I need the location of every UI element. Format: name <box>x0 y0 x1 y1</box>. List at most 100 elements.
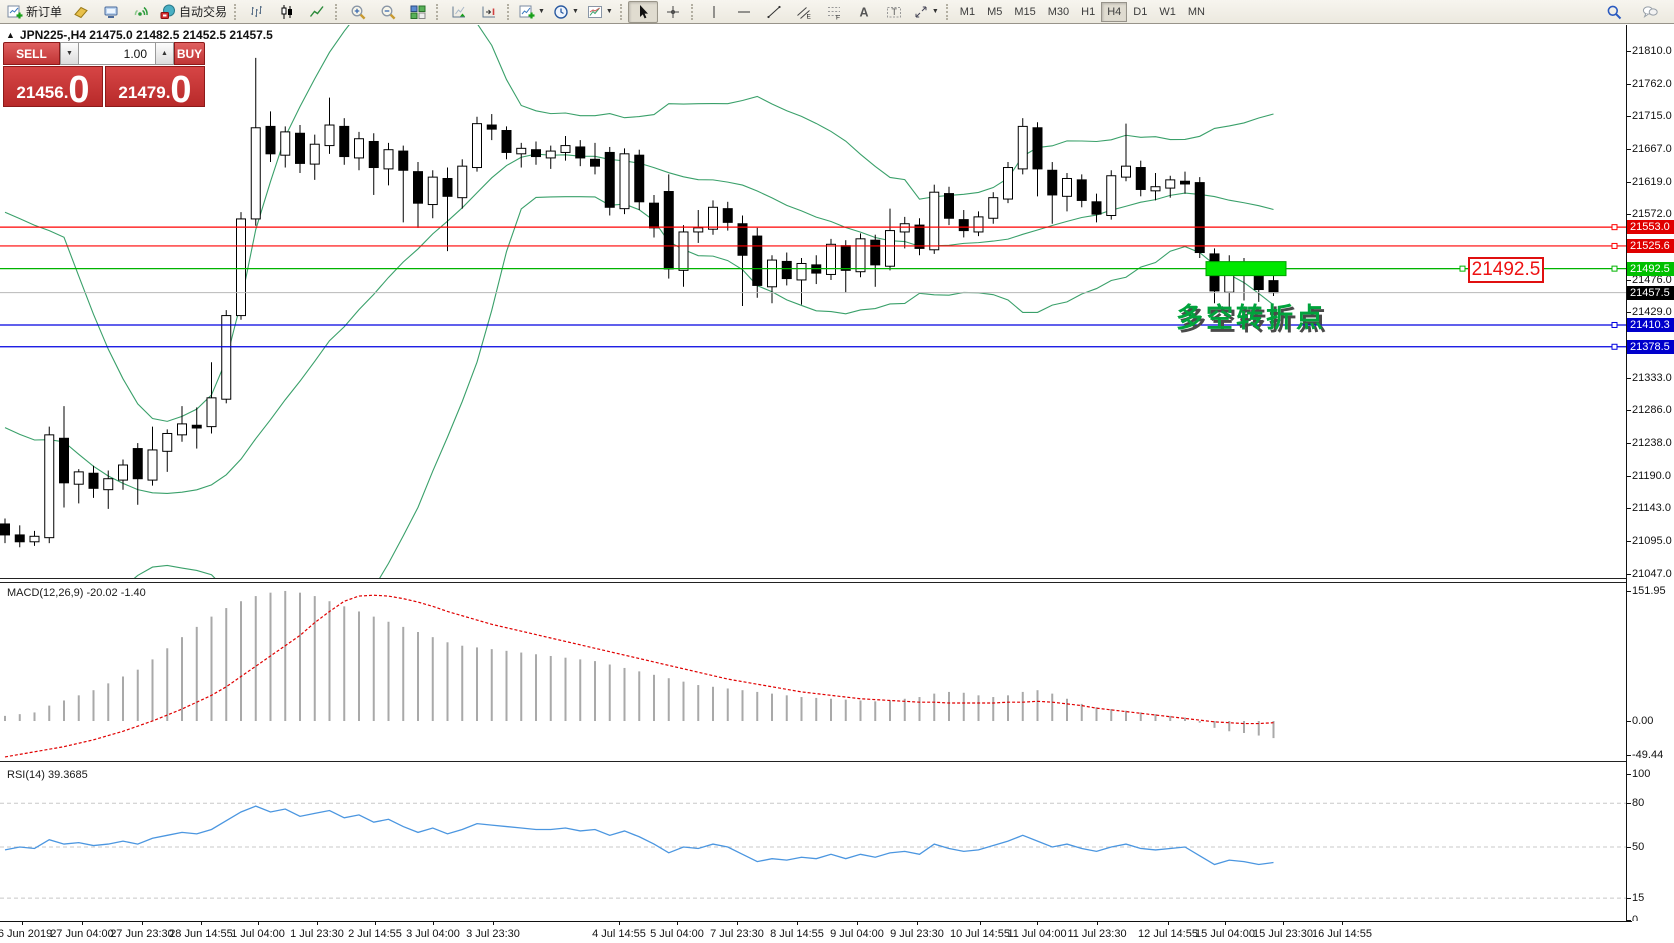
svg-text:F: F <box>836 14 840 20</box>
price-badge: 21378.5 <box>1627 339 1674 354</box>
search-button[interactable] <box>1599 1 1629 23</box>
timeframe-H1[interactable]: H1 <box>1081 5 1096 18</box>
chat-button[interactable] <box>1635 1 1665 23</box>
text-button[interactable]: A <box>849 1 879 23</box>
rsi-pane[interactable]: RSI(14) 39.3685 <box>0 765 1626 921</box>
label-button[interactable]: T <box>879 1 909 23</box>
price-tick-label: 21476.0 <box>1632 273 1672 286</box>
search-icon <box>1606 4 1622 20</box>
new-order-icon <box>7 4 23 20</box>
price-tick <box>1627 181 1631 183</box>
time-tick <box>375 921 376 925</box>
time-axis-line <box>0 921 1632 922</box>
chevron-down-icon: ▼ <box>605 8 613 15</box>
template-button[interactable]: ▼ <box>583 1 617 23</box>
vline-button[interactable] <box>699 1 729 23</box>
shapes-button[interactable]: ▼ <box>909 1 943 23</box>
toolbar-separator <box>945 3 951 20</box>
macd-tick <box>1627 721 1631 722</box>
zoom-in-button[interactable] <box>343 1 373 23</box>
new-chart-button[interactable]: ▼ <box>515 1 549 23</box>
rsi-tick <box>1627 898 1631 900</box>
timeframe-D1[interactable]: D1 <box>1133 5 1148 18</box>
price-tick-label: 21715.0 <box>1632 110 1672 123</box>
time-tick-label: 28 Jun 14:55 <box>169 928 233 940</box>
timeframe-M30[interactable]: M30 <box>1047 5 1070 18</box>
rsi-tick-label: 100 <box>1632 768 1651 780</box>
line-chart-icon <box>309 4 325 20</box>
timeframe-M15[interactable]: M15 <box>1014 5 1036 18</box>
trendline-icon <box>766 4 782 20</box>
timeframe-MN[interactable]: MN <box>1187 5 1205 18</box>
sell-price-display[interactable]: 21456. 0 <box>3 66 103 107</box>
macd-tick <box>1627 755 1631 756</box>
price-tick-label: 21333.0 <box>1632 371 1672 384</box>
macd-tick <box>1627 590 1631 592</box>
bar-chart-button[interactable] <box>242 1 272 23</box>
buy-price-display[interactable]: 21479. 0 <box>105 66 205 107</box>
period-button[interactable]: ▼ <box>549 1 583 23</box>
timeframe-W1[interactable]: W1 <box>1159 5 1176 18</box>
period-icon <box>553 4 569 20</box>
crosshair-button[interactable] <box>658 1 688 23</box>
time-tick <box>857 921 858 925</box>
sell-button[interactable]: SELL <box>3 42 60 65</box>
rsi-tick-label: 15 <box>1632 892 1645 905</box>
trendline-button[interactable] <box>759 1 789 23</box>
chart-shift-button[interactable] <box>474 1 504 23</box>
time-tick-label: 11 Jul 04:00 <box>1007 928 1067 940</box>
line-chart-button[interactable] <box>302 1 332 23</box>
price-callout-box[interactable]: 21492.5 <box>1468 256 1544 283</box>
zoom-out-icon <box>380 4 396 20</box>
time-tick-label: 1 Jul 23:30 <box>290 928 344 940</box>
volume-input[interactable] <box>79 42 155 65</box>
chart-stack-button[interactable] <box>66 1 96 23</box>
time-tick <box>1037 921 1038 925</box>
auto-scroll-button[interactable] <box>444 1 474 23</box>
tile-windows-button[interactable] <box>403 1 433 23</box>
fibonacci-button[interactable]: F <box>819 1 849 23</box>
timeframe-M1[interactable]: M1 <box>959 5 976 18</box>
toolbar-separator <box>619 3 625 20</box>
chart-title: ▲ JPN225-,H4 21475.0 21482.5 21452.5 214… <box>6 28 273 42</box>
chart-shift-icon <box>481 4 497 20</box>
candlestick-button[interactable] <box>272 1 302 23</box>
crosshair-icon <box>665 4 681 20</box>
macd-pane[interactable]: MACD(12,26,9) -20.02 -1.40 <box>0 583 1626 761</box>
collapse-icon[interactable]: ▲ <box>6 30 15 40</box>
new-chart-icon <box>519 4 535 20</box>
price-badge: 21553.0 <box>1627 220 1674 235</box>
autotrading-button[interactable]: 自动交易 <box>156 1 231 23</box>
volume-decrease-button[interactable]: ▼ <box>60 42 79 65</box>
time-tick-label: 5 Jul 04:00 <box>650 928 704 940</box>
toolbar-separator <box>335 3 340 20</box>
zoom-out-button[interactable] <box>373 1 403 23</box>
time-tick <box>737 921 738 925</box>
cursor-button[interactable] <box>627 0 658 23</box>
buy-button[interactable]: BUY <box>174 42 205 65</box>
price-tick-label: 21619.0 <box>1632 175 1672 188</box>
hline-button[interactable] <box>729 1 759 23</box>
channel-button[interactable]: E <box>789 1 819 23</box>
volume-increase-button[interactable]: ▲ <box>155 42 174 65</box>
label-icon: T <box>886 4 902 20</box>
toolbar-right <box>1599 1 1671 23</box>
pane-divider[interactable] <box>0 578 1674 583</box>
time-tick <box>797 921 798 925</box>
hosting-button[interactable] <box>96 1 126 23</box>
timeframe-H4[interactable]: H4 <box>1101 1 1128 22</box>
timeframe-M5[interactable]: M5 <box>987 5 1003 18</box>
rsi-tick-label: 0 <box>1632 914 1639 926</box>
chart-symbol-ohlc: JPN225-,H4 21475.0 21482.5 21452.5 21457… <box>19 28 273 42</box>
time-tick <box>82 921 83 925</box>
time-tick <box>493 921 494 925</box>
bar-chart-icon <box>249 4 265 20</box>
price-axis[interactable]: 21810.0 21762.0 21715.0 21667.0 21619.0 21572… <box>1627 25 1674 926</box>
time-tick-label: 15 Jul 04:00 <box>1195 928 1255 940</box>
new-order-button[interactable]: 新订单 <box>3 1 66 23</box>
price-chart-pane[interactable]: ▲ JPN225-,H4 21475.0 21482.5 21452.5 214… <box>0 25 1626 578</box>
signals-button[interactable] <box>126 1 156 23</box>
time-tick-label: 8 Jul 14:55 <box>770 928 824 940</box>
autotrading-label: 自动交易 <box>179 5 228 19</box>
